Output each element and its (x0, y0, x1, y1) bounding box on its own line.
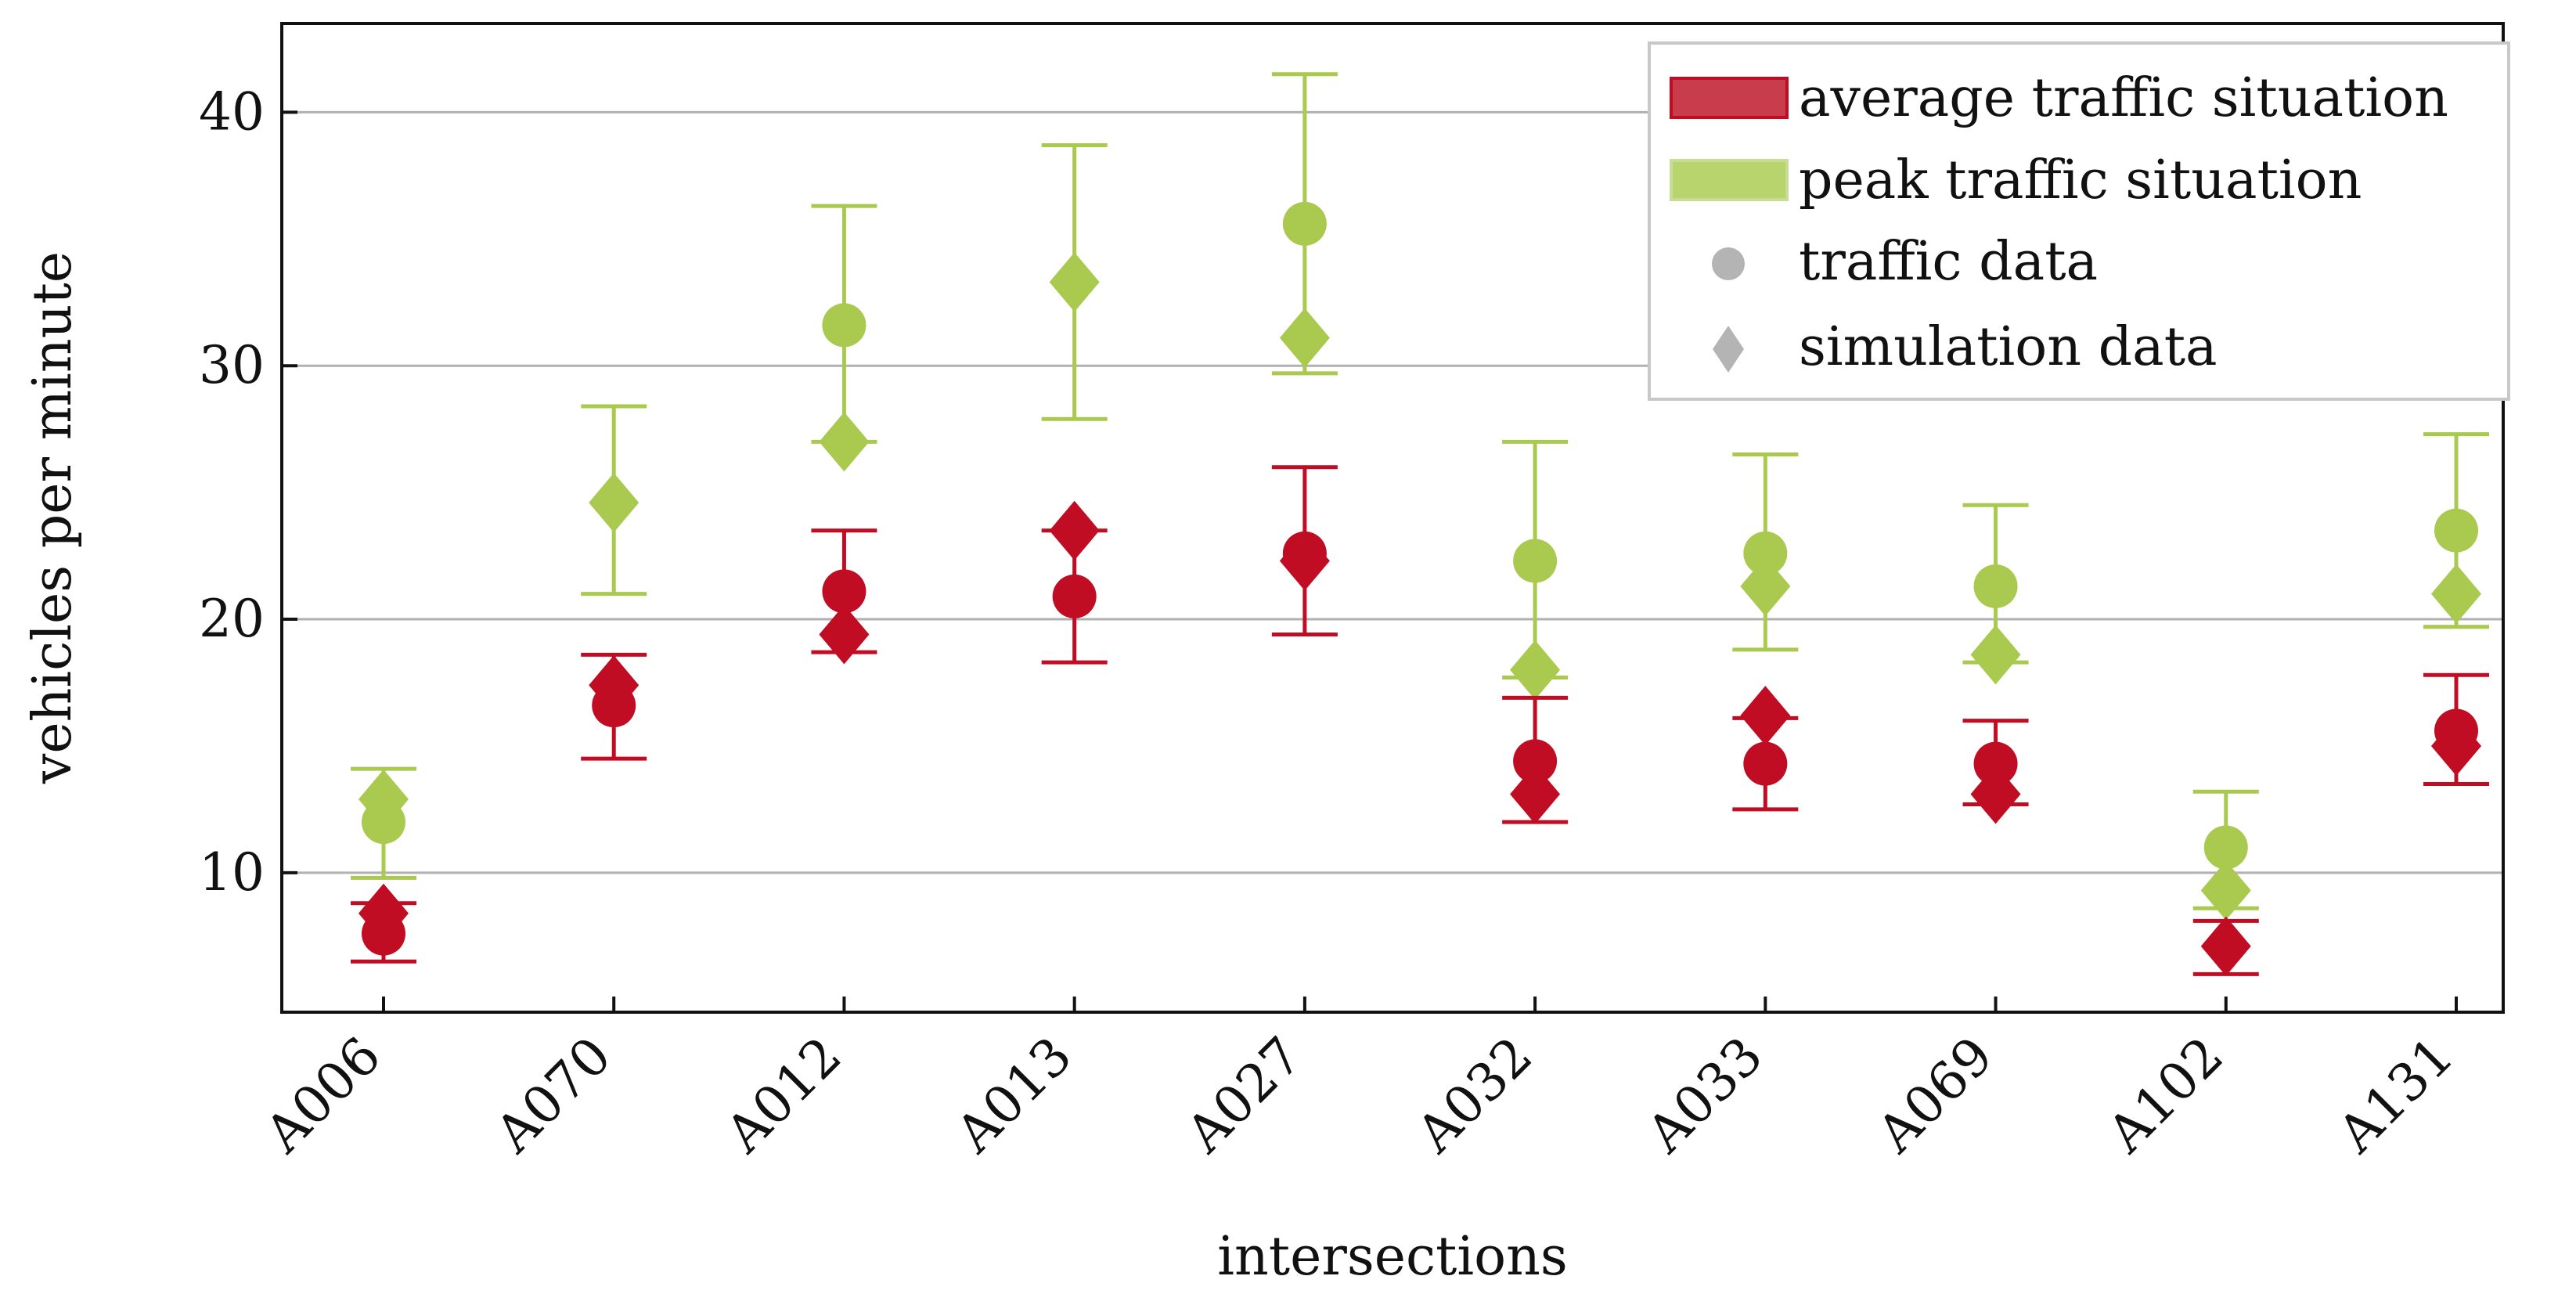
x-tick-label-A027: A027 (1174, 1025, 1313, 1165)
traffic-point-peak-A069 (1973, 564, 2018, 608)
y-tick-label-30: 30 (199, 335, 265, 395)
traffic-point-average-A032 (1513, 739, 1558, 784)
y-tick-label-10: 10 (199, 842, 265, 903)
traffic-point-average-A013 (1052, 574, 1097, 618)
legend-label-simulation: simulation data (1799, 316, 2218, 378)
traffic-point-peak-A131 (2434, 508, 2478, 553)
x-tick-label-A069: A069 (1865, 1025, 2005, 1165)
legend-swatch-average (1670, 77, 1789, 119)
simulation-point-average-A027 (1279, 531, 1330, 591)
simulation-point-peak-A032 (1510, 640, 1561, 700)
simulation-point-peak-A027 (1279, 308, 1330, 368)
legend-label-average: average traffic situation (1799, 67, 2448, 129)
x-tick-label-A013: A013 (944, 1025, 1083, 1165)
y-tick-label-20: 20 (199, 589, 265, 649)
x-tick-label-A131: A131 (2326, 1025, 2465, 1165)
traffic-point-peak-A033 (1743, 531, 1788, 575)
traffic-point-peak-A032 (1513, 539, 1558, 583)
simulation-point-peak-A102 (2200, 860, 2251, 921)
series-average (351, 465, 2489, 976)
legend-marker-traffic (1712, 247, 1745, 280)
y-axis: 10 20 30 40 (199, 81, 297, 903)
traffic-point-peak-A027 (1282, 201, 1327, 246)
simulation-point-average-A012 (819, 604, 870, 665)
x-tick-label-A006: A006 (253, 1025, 392, 1165)
plot-marks (351, 72, 2489, 976)
x-tick-label-A033: A033 (1635, 1025, 1774, 1165)
legend-label-traffic: traffic data (1799, 231, 2098, 293)
legend-marker-simulation (1713, 326, 1744, 373)
x-tick-label-A102: A102 (2095, 1025, 2235, 1165)
traffic-point-average-A012 (822, 569, 866, 614)
legend-swatch-peak (1670, 159, 1789, 201)
simulation-point-peak-A033 (1740, 556, 1791, 616)
simulation-point-average-A070 (589, 655, 639, 715)
x-tick-label-A032: A032 (1404, 1025, 1544, 1165)
simulation-point-average-A102 (2200, 916, 2251, 976)
y-tick-label-40: 40 (199, 81, 265, 142)
simulation-point-average-A131 (2431, 715, 2481, 776)
x-tick-label-A070: A070 (484, 1025, 623, 1165)
simulation-point-peak-A131 (2431, 564, 2481, 624)
x-axis: A006 A070 A012 A013 A027 A032 A033 A069 A102 A131 (253, 997, 2465, 1165)
plot-frame (280, 22, 2505, 1014)
x-axis-label: intersections (1217, 1226, 1568, 1288)
simulation-point-peak-A013 (1049, 252, 1100, 312)
simulation-point-peak-A069 (1970, 625, 2021, 685)
x-tick-label-A012: A012 (714, 1025, 853, 1165)
legend-label-peak: peak traffic situation (1799, 150, 2362, 211)
simulation-point-peak-A006 (358, 769, 409, 829)
simulation-point-peak-A012 (819, 412, 870, 472)
series-peak (351, 72, 2489, 921)
legend: average traffic situation peak traffic s… (1648, 41, 2510, 401)
simulation-point-average-A013 (1049, 500, 1100, 560)
simulation-point-peak-A070 (589, 473, 639, 533)
simulation-point-average-A006 (358, 883, 409, 943)
simulation-point-average-A069 (1970, 764, 2021, 824)
legend-box (1648, 41, 2510, 401)
traffic-point-peak-A102 (2203, 825, 2248, 870)
simulation-point-average-A033 (1740, 686, 1791, 746)
simulation-point-average-A032 (1510, 764, 1561, 824)
traffic-point-average-A069 (1973, 741, 2018, 786)
traffic-point-peak-A012 (822, 303, 866, 348)
y-axis-label: vehicles per minute (22, 251, 84, 784)
traffic-point-average-A033 (1743, 741, 1788, 786)
